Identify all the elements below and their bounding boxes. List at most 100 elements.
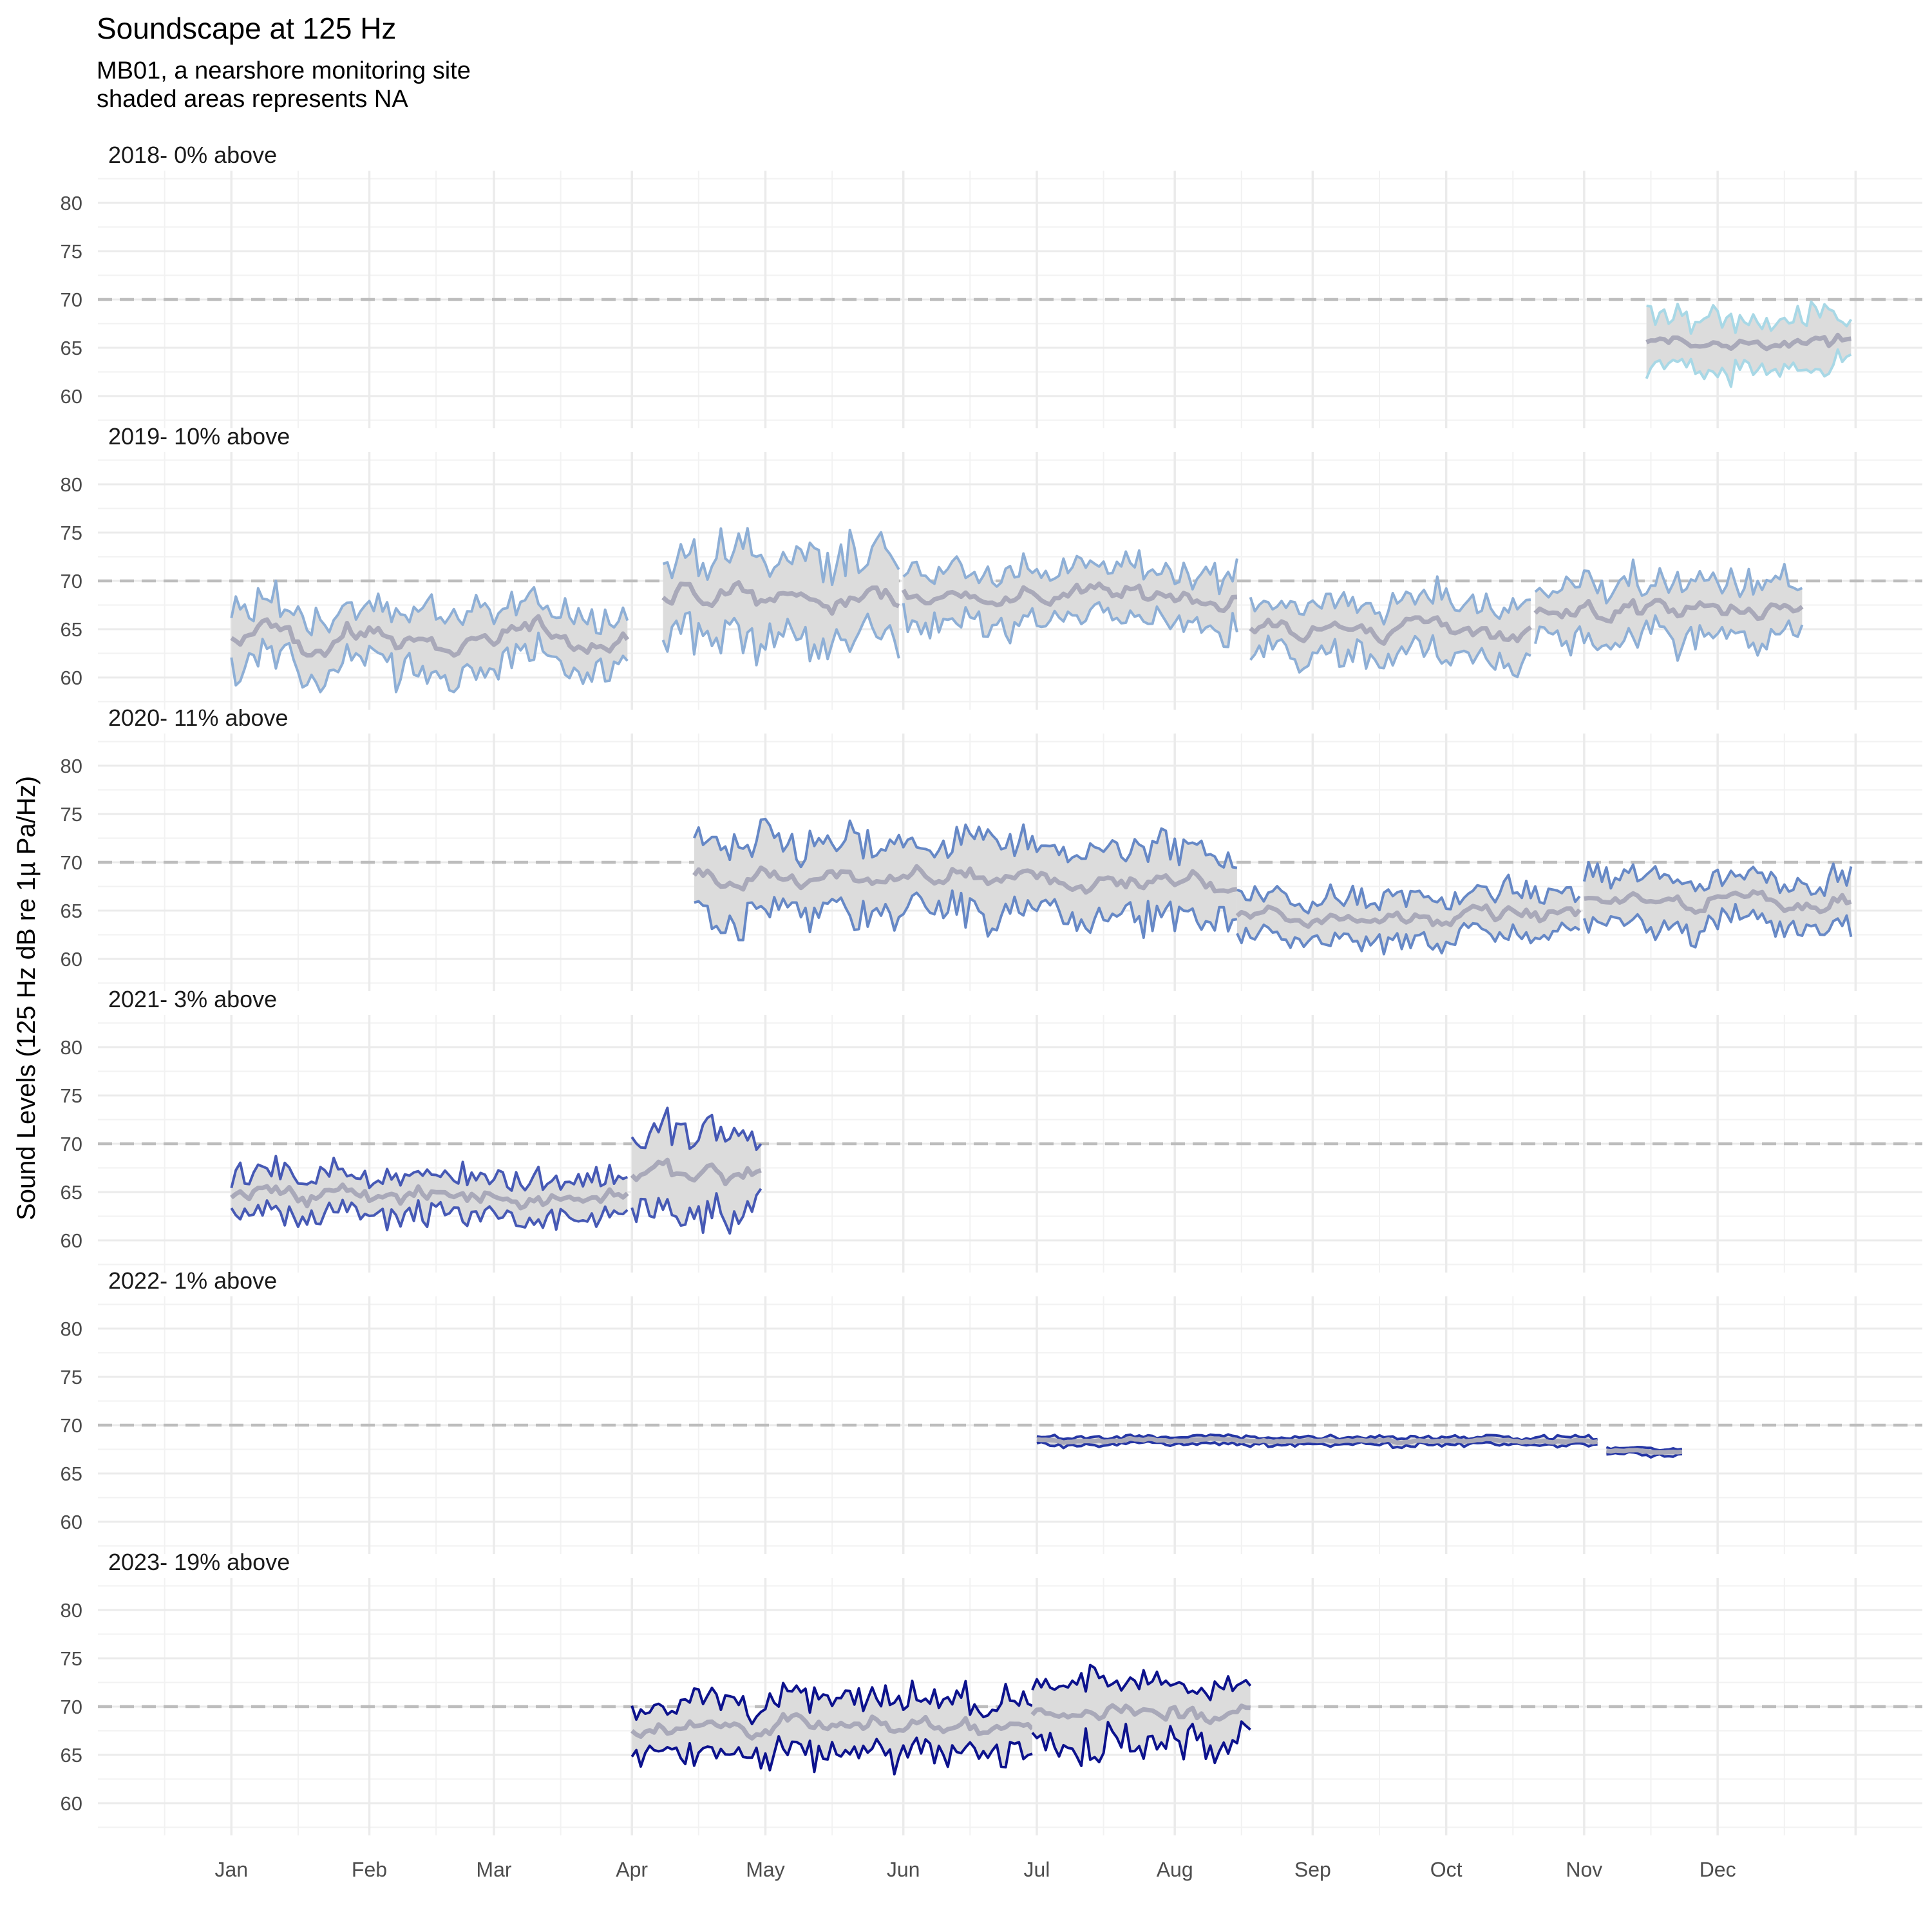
panel-1: 60 65 70 75 80 2018- 0% above <box>61 142 1922 428</box>
y-tick-label: 75 <box>61 240 82 263</box>
median-line <box>230 614 630 658</box>
panel-6: 60 65 70 75 80 2023- 19% above <box>61 1549 1922 1835</box>
x-tick-label: Dec <box>1700 1858 1736 1881</box>
x-tick-label: Feb <box>352 1858 387 1881</box>
upper-line <box>1036 1433 1598 1442</box>
y-tick-label: 65 <box>61 337 82 359</box>
y-tick-label: 65 <box>61 618 82 641</box>
range-band <box>903 550 1237 647</box>
upper-line <box>1249 575 1531 626</box>
upper-line <box>1534 558 1803 605</box>
panels-group: 60 65 70 75 80 2018- 0% above 60 65 70 75 80 2019- … <box>61 142 1922 1835</box>
y-tick-label: 65 <box>61 900 82 922</box>
range-band <box>632 1108 761 1234</box>
median-line <box>1030 1703 1251 1725</box>
y-tick-label: 60 <box>61 385 82 408</box>
y-tick-label: 65 <box>61 1181 82 1204</box>
y-tick-label: 70 <box>61 1414 82 1437</box>
y-tick-label: 75 <box>61 1647 82 1670</box>
x-tick-label: Oct <box>1430 1858 1463 1881</box>
median-line <box>1605 1448 1683 1455</box>
panel-strip-label: 2018- 0% above <box>108 142 277 168</box>
lower-line <box>1645 348 1852 388</box>
upper-line <box>230 579 629 637</box>
range-band <box>1236 875 1580 954</box>
upper-line <box>902 549 1238 596</box>
y-tick-label: 70 <box>61 289 82 311</box>
upper-line <box>630 1680 1033 1725</box>
y-tick-label: 80 <box>61 192 82 214</box>
range-band <box>231 580 628 692</box>
y-tick-label: 65 <box>61 1744 82 1766</box>
y-tick-label: 60 <box>61 667 82 689</box>
chart-subtitle: MB01, a nearshore monitoring site shaded… <box>97 57 471 113</box>
median-line <box>692 864 1238 895</box>
y-tick-label: 75 <box>61 522 82 544</box>
lower-line <box>1606 1450 1683 1459</box>
lower-line <box>902 601 1238 649</box>
lower-line <box>694 889 1238 942</box>
upper-line <box>1582 861 1853 897</box>
y-tick-label: 80 <box>61 1599 82 1622</box>
x-tick-label: May <box>746 1858 784 1881</box>
panel-5: 60 65 70 75 80 2022- 1% above <box>61 1267 1922 1554</box>
panel-strip-label: 2019- 10% above <box>108 423 290 450</box>
x-tick-label: Mar <box>476 1858 511 1881</box>
median-line <box>630 1712 1034 1741</box>
x-axis: Jan Feb Mar Apr May Jun Jul Aug Sep Oct Nov Dec <box>214 1858 1736 1881</box>
range-band <box>1584 862 1852 947</box>
lower-line <box>1249 634 1531 679</box>
upper-line <box>1031 1663 1252 1701</box>
x-tick-label: Jan <box>214 1858 248 1881</box>
panel-4: 60 65 70 75 80 2021- 3% above <box>61 986 1922 1273</box>
y-tick-label: 70 <box>61 570 82 592</box>
median-line <box>1584 889 1852 915</box>
upper-line <box>230 1155 629 1192</box>
subtitle-line-2: shaded areas represents NA <box>97 86 408 113</box>
upper-line <box>662 527 900 587</box>
y-tick-label: 70 <box>61 1696 82 1718</box>
y-tick-label: 65 <box>61 1463 82 1485</box>
upper-line <box>693 817 1238 869</box>
range-band <box>663 528 899 665</box>
x-tick-label: Aug <box>1157 1858 1193 1881</box>
x-tick-label: Sep <box>1294 1858 1331 1881</box>
median-line <box>1645 332 1852 352</box>
y-tick-label: 80 <box>61 1036 82 1059</box>
y-tick-label: 60 <box>61 1511 82 1533</box>
lower-line <box>1533 614 1804 662</box>
upper-line <box>1605 1446 1683 1452</box>
lower-line <box>630 1188 762 1235</box>
x-tick-label: Jul <box>1024 1858 1050 1881</box>
panel-strip-label: 2021- 3% above <box>108 986 277 1012</box>
y-tick-label: 60 <box>61 948 82 971</box>
subtitle-line-1: MB01, a nearshore monitoring site <box>97 57 471 84</box>
median-line <box>901 581 1238 613</box>
panel-strip-label: 2022- 1% above <box>108 1267 277 1294</box>
x-tick-label: Jun <box>887 1858 920 1881</box>
lower-line <box>1031 1720 1251 1767</box>
upper-line <box>1236 873 1581 914</box>
panel-strip-label: 2020- 11% above <box>108 705 289 731</box>
upper-line <box>1646 300 1853 335</box>
median-line <box>230 1182 629 1211</box>
median-line <box>630 1157 762 1186</box>
median-line <box>1036 1435 1598 1445</box>
upper-line <box>630 1106 762 1151</box>
y-tick-label: 70 <box>61 1133 82 1155</box>
y-tick-label: 75 <box>61 1366 82 1388</box>
y-tick-label: 60 <box>61 1792 82 1815</box>
lower-line <box>630 1735 1033 1776</box>
y-tick-label: 70 <box>61 851 82 874</box>
panel-2: 60 65 70 75 80 2019- 10% above <box>61 423 1922 710</box>
y-tick-label: 75 <box>61 1084 82 1107</box>
median-line <box>1533 598 1804 624</box>
range-band <box>694 819 1237 940</box>
y-tick-label: 60 <box>61 1229 82 1252</box>
lower-line <box>661 611 900 667</box>
lower-line <box>1036 1440 1598 1450</box>
chart-title: Soundscape at 125 Hz <box>97 12 397 45</box>
y-axis-label: Sound Levels (125 Hz dB re 1µ Pa/Hz) <box>12 776 41 1220</box>
y-tick-label: 75 <box>61 803 82 826</box>
